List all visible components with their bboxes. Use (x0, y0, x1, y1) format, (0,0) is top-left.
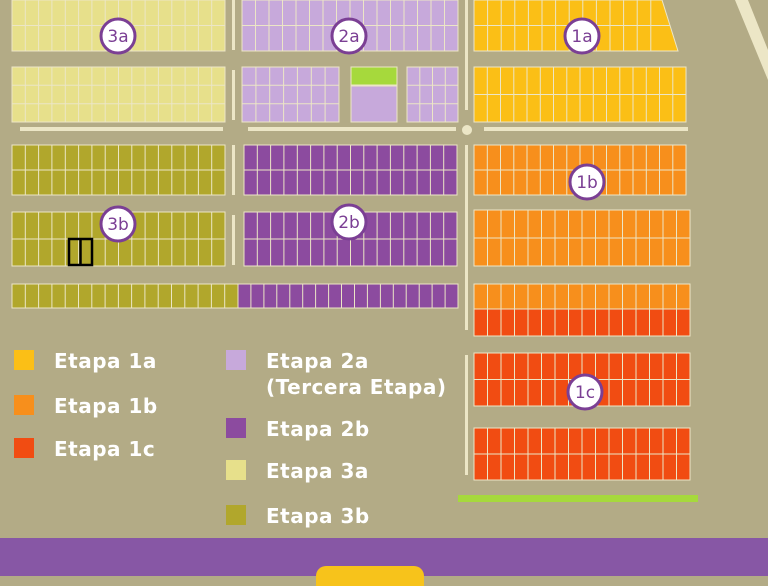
legend-label-etapa-1a: Etapa 1a (54, 349, 157, 373)
badge-circle (566, 373, 604, 411)
zone-badge-1a: 1a (563, 17, 601, 55)
lots-etapa-1c-a (473, 308, 691, 337)
legend-etapa-1b: Etapa 1b (14, 393, 158, 419)
lots-etapa-2a-center (350, 85, 398, 123)
lot-block (241, 66, 340, 123)
badge-circle (330, 203, 368, 241)
zone-badge-2a: 2a (330, 17, 368, 55)
zone-badges: 3a 2a 1a 1b 3b 2b 1c (99, 17, 606, 411)
lots-green-plot (350, 66, 398, 86)
legend-label-etapa-1c: Etapa 1c (54, 437, 156, 461)
lots-etapa-1b-c (473, 283, 691, 310)
diagonal-road (735, 0, 768, 80)
legend-label-etapa-2a-subtitle: (Tercera Etapa) (266, 375, 447, 399)
lot-block (11, 283, 239, 309)
zone-label-1b: 1b (576, 173, 598, 193)
street-line (484, 127, 688, 131)
lot-grid (244, 145, 457, 195)
legend-etapa-3b: Etapa 3b (226, 503, 370, 529)
legend-label-etapa-3b: Etapa 3b (266, 504, 370, 528)
lot-grid (407, 67, 458, 122)
swatch-etapa-2a (226, 350, 246, 370)
lot-grid (474, 67, 686, 122)
badge-circle (99, 17, 137, 55)
lot-block (350, 85, 398, 123)
lot-grid (250, 284, 446, 308)
legend-etapa-3a: Etapa 3a (226, 458, 369, 484)
legend-etapa-2a: Etapa 2a (Tercera Etapa) (226, 348, 446, 400)
lots-etapa-1c-c (473, 427, 691, 481)
zone-label-1a: 1a (571, 27, 592, 47)
street-line (232, 0, 235, 50)
lots-etapa-3b-c (11, 283, 239, 309)
zone-badge-3a: 3a (99, 17, 137, 55)
green-strip (458, 495, 698, 502)
street-line (232, 215, 235, 265)
zone-label-3b: 3b (107, 215, 129, 235)
street-line (465, 145, 468, 330)
badge-circle (563, 17, 601, 55)
swatch-etapa-3a (226, 460, 246, 480)
badge-circle (568, 163, 606, 201)
lot-grid (12, 145, 225, 195)
legend-label-etapa-2b: Etapa 2b (266, 417, 370, 441)
zone-label-3a: 3a (107, 27, 128, 47)
badge-circle (99, 205, 137, 243)
legend-label-etapa-2a: Etapa 2a (266, 349, 369, 373)
lot-grid (12, 67, 225, 122)
marker-box (67, 237, 94, 267)
badge-circle (330, 17, 368, 55)
lots-etapa-1b-b (473, 209, 691, 267)
swatch-etapa-1c (14, 438, 34, 458)
lot-grid (242, 67, 339, 122)
street-line (465, 0, 468, 110)
zone-badge-1b: 1b (568, 163, 606, 201)
lot-grid (24, 284, 226, 308)
street-line (248, 127, 456, 131)
lot-grid (474, 210, 690, 266)
lots-etapa-3a-bottom (11, 66, 226, 123)
zone-label-2a: 2a (338, 27, 359, 47)
lots-etapa-3b-a (11, 144, 226, 196)
legend-etapa-1a: Etapa 1a (14, 348, 157, 374)
street-line (232, 70, 235, 120)
lots-etapa-2a-left (241, 66, 340, 123)
zone-label-2b: 2b (338, 213, 360, 233)
lot-grid (474, 428, 690, 480)
street-line (465, 355, 468, 475)
lots-etapa-1a-bottom (473, 66, 687, 123)
legend-etapa-2b: Etapa 2b (226, 416, 370, 442)
lots-etapa-2b-c (237, 283, 459, 309)
legend-etapa-1c: Etapa 1c (14, 436, 155, 462)
legend-label-etapa-2a-group: Etapa 2a (Tercera Etapa) (266, 348, 446, 400)
roundabout (462, 125, 472, 135)
streets (20, 0, 768, 475)
swatch-etapa-3b (226, 505, 246, 525)
lots-etapa-2a-right (406, 66, 459, 123)
swatch-etapa-1b (14, 395, 34, 415)
bottom-tab[interactable] (316, 566, 424, 586)
lot-block (237, 283, 459, 309)
legend-label-etapa-3a: Etapa 3a (266, 459, 369, 483)
zone-badge-3b: 3b (99, 205, 137, 243)
swatch-etapa-1a (14, 350, 34, 370)
legend-label-etapa-1b: Etapa 1b (54, 394, 158, 418)
street-line (232, 145, 235, 195)
lots-etapa-2b-a (243, 144, 458, 196)
zone-label-1c: 1c (575, 383, 595, 403)
lot-grid (487, 309, 677, 336)
swatch-etapa-2b (226, 418, 246, 438)
zone-badge-1c: 1c (566, 373, 604, 411)
zone-badge-2b: 2b (330, 203, 368, 241)
lot-block (350, 66, 398, 86)
lot-grid (487, 284, 677, 309)
street-line (20, 127, 223, 131)
